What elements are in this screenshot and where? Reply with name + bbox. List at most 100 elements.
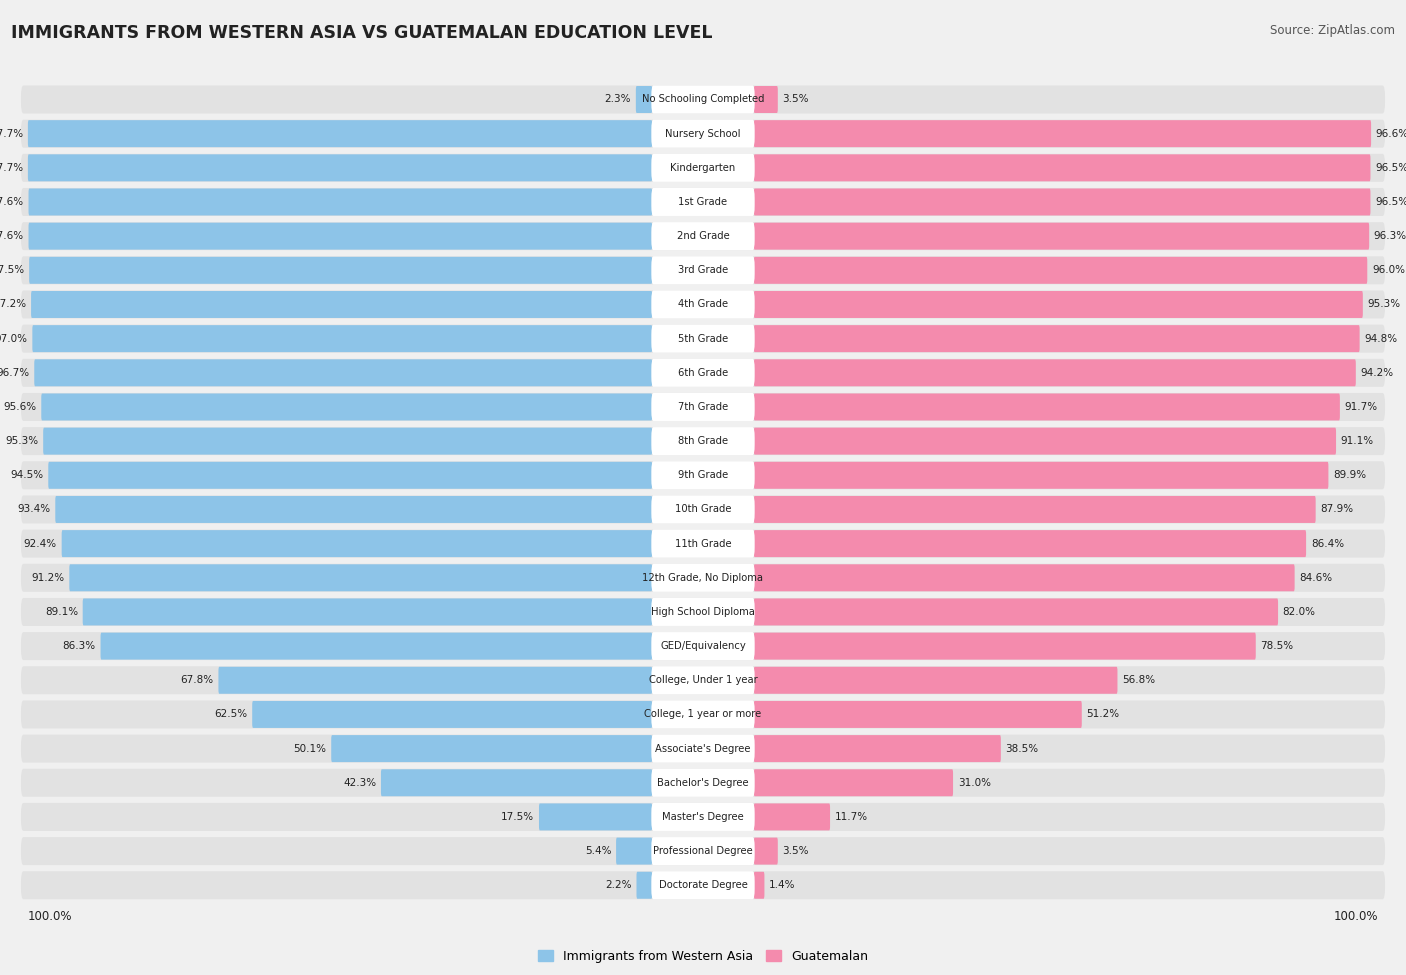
- Text: 1.4%: 1.4%: [769, 880, 796, 890]
- Text: 94.2%: 94.2%: [1361, 368, 1393, 377]
- FancyBboxPatch shape: [21, 222, 1385, 251]
- FancyBboxPatch shape: [651, 393, 755, 421]
- Text: 96.7%: 96.7%: [0, 368, 30, 377]
- Text: GED/Equivalency: GED/Equivalency: [661, 642, 745, 651]
- FancyBboxPatch shape: [538, 803, 652, 831]
- FancyBboxPatch shape: [69, 565, 652, 591]
- FancyBboxPatch shape: [218, 667, 652, 694]
- Text: 2.2%: 2.2%: [606, 880, 631, 890]
- FancyBboxPatch shape: [252, 701, 652, 728]
- FancyBboxPatch shape: [21, 427, 1385, 455]
- Text: 84.6%: 84.6%: [1299, 572, 1333, 583]
- Text: Professional Degree: Professional Degree: [654, 846, 752, 856]
- FancyBboxPatch shape: [651, 666, 755, 694]
- FancyBboxPatch shape: [21, 188, 1385, 216]
- FancyBboxPatch shape: [651, 529, 755, 558]
- FancyBboxPatch shape: [101, 633, 652, 660]
- FancyBboxPatch shape: [651, 325, 755, 353]
- FancyBboxPatch shape: [754, 872, 765, 899]
- Text: 12th Grade, No Diploma: 12th Grade, No Diploma: [643, 572, 763, 583]
- Text: 86.3%: 86.3%: [63, 642, 96, 651]
- Text: 62.5%: 62.5%: [214, 710, 247, 720]
- FancyBboxPatch shape: [754, 496, 1316, 523]
- FancyBboxPatch shape: [21, 120, 1385, 147]
- FancyBboxPatch shape: [636, 86, 652, 113]
- Text: 1st Grade: 1st Grade: [679, 197, 727, 207]
- FancyBboxPatch shape: [754, 428, 1336, 454]
- Text: 56.8%: 56.8%: [1122, 676, 1156, 685]
- Text: 6th Grade: 6th Grade: [678, 368, 728, 377]
- Text: 31.0%: 31.0%: [957, 778, 991, 788]
- Legend: Immigrants from Western Asia, Guatemalan: Immigrants from Western Asia, Guatemalan: [533, 945, 873, 968]
- Text: 100.0%: 100.0%: [28, 911, 72, 923]
- FancyBboxPatch shape: [44, 428, 652, 454]
- FancyBboxPatch shape: [21, 803, 1385, 831]
- FancyBboxPatch shape: [21, 872, 1385, 899]
- FancyBboxPatch shape: [754, 188, 1371, 215]
- FancyBboxPatch shape: [754, 838, 778, 865]
- FancyBboxPatch shape: [754, 530, 1306, 557]
- Text: 82.0%: 82.0%: [1282, 607, 1316, 617]
- FancyBboxPatch shape: [21, 734, 1385, 762]
- Text: High School Diploma: High School Diploma: [651, 607, 755, 617]
- Text: 97.6%: 97.6%: [0, 231, 24, 241]
- FancyBboxPatch shape: [754, 565, 1295, 591]
- FancyBboxPatch shape: [651, 154, 755, 181]
- Text: 93.4%: 93.4%: [17, 504, 51, 515]
- FancyBboxPatch shape: [754, 667, 1118, 694]
- FancyBboxPatch shape: [651, 427, 755, 455]
- FancyBboxPatch shape: [651, 86, 755, 113]
- FancyBboxPatch shape: [754, 86, 778, 113]
- Text: 94.5%: 94.5%: [10, 470, 44, 481]
- FancyBboxPatch shape: [754, 360, 1355, 386]
- FancyBboxPatch shape: [637, 872, 652, 899]
- Text: 92.4%: 92.4%: [24, 538, 58, 549]
- Text: 95.3%: 95.3%: [1368, 299, 1400, 309]
- FancyBboxPatch shape: [754, 769, 953, 797]
- Text: 94.8%: 94.8%: [1364, 333, 1398, 343]
- FancyBboxPatch shape: [754, 291, 1362, 318]
- Text: 89.9%: 89.9%: [1333, 470, 1367, 481]
- Text: 100.0%: 100.0%: [1334, 911, 1378, 923]
- FancyBboxPatch shape: [21, 393, 1385, 421]
- FancyBboxPatch shape: [21, 768, 1385, 797]
- Text: Nursery School: Nursery School: [665, 129, 741, 138]
- FancyBboxPatch shape: [21, 325, 1385, 353]
- FancyBboxPatch shape: [62, 530, 652, 557]
- Text: 7th Grade: 7th Grade: [678, 402, 728, 412]
- Text: 8th Grade: 8th Grade: [678, 436, 728, 447]
- Text: 97.0%: 97.0%: [0, 333, 28, 343]
- FancyBboxPatch shape: [754, 803, 830, 831]
- Text: 78.5%: 78.5%: [1260, 642, 1294, 651]
- FancyBboxPatch shape: [34, 360, 652, 386]
- FancyBboxPatch shape: [28, 188, 652, 215]
- FancyBboxPatch shape: [754, 325, 1360, 352]
- FancyBboxPatch shape: [21, 666, 1385, 694]
- Text: 96.6%: 96.6%: [1376, 129, 1406, 138]
- FancyBboxPatch shape: [28, 120, 652, 147]
- Text: Master's Degree: Master's Degree: [662, 812, 744, 822]
- Text: 91.2%: 91.2%: [31, 572, 65, 583]
- Text: 97.7%: 97.7%: [0, 129, 24, 138]
- FancyBboxPatch shape: [28, 154, 652, 181]
- FancyBboxPatch shape: [21, 632, 1385, 660]
- Text: 97.2%: 97.2%: [0, 299, 27, 309]
- FancyBboxPatch shape: [21, 495, 1385, 524]
- Text: 86.4%: 86.4%: [1310, 538, 1344, 549]
- Text: 96.0%: 96.0%: [1372, 265, 1405, 275]
- Text: 97.6%: 97.6%: [0, 197, 24, 207]
- Text: IMMIGRANTS FROM WESTERN ASIA VS GUATEMALAN EDUCATION LEVEL: IMMIGRANTS FROM WESTERN ASIA VS GUATEMAL…: [11, 24, 713, 42]
- Text: 5th Grade: 5th Grade: [678, 333, 728, 343]
- FancyBboxPatch shape: [21, 256, 1385, 285]
- Text: Associate's Degree: Associate's Degree: [655, 744, 751, 754]
- Text: Doctorate Degree: Doctorate Degree: [658, 880, 748, 890]
- FancyBboxPatch shape: [32, 325, 652, 352]
- Text: 3rd Grade: 3rd Grade: [678, 265, 728, 275]
- FancyBboxPatch shape: [651, 803, 755, 831]
- Text: 89.1%: 89.1%: [45, 607, 77, 617]
- Text: 4th Grade: 4th Grade: [678, 299, 728, 309]
- FancyBboxPatch shape: [754, 633, 1256, 660]
- FancyBboxPatch shape: [754, 394, 1340, 420]
- Text: 95.3%: 95.3%: [6, 436, 38, 447]
- FancyBboxPatch shape: [754, 701, 1081, 728]
